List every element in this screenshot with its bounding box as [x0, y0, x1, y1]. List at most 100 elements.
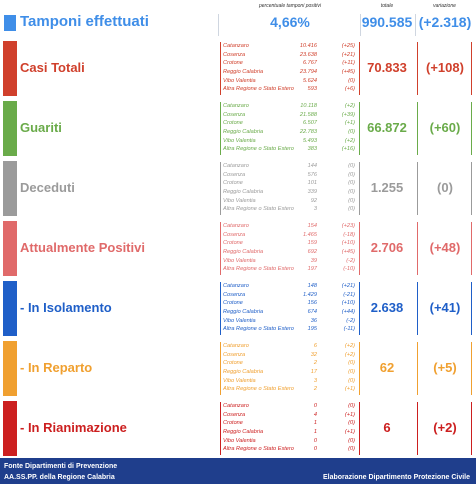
province-row: Cosenza 21.588 (+39): [221, 111, 359, 120]
province-variation: (+21): [341, 283, 355, 289]
province-value: 0: [313, 403, 317, 409]
province-row: Altra Regione o Stato Estero 3 (0): [221, 205, 359, 214]
province-name: Crotone: [223, 180, 243, 187]
section-totale: 66.872: [367, 120, 407, 135]
province-row: Crotone 101 (0): [221, 179, 359, 188]
variazione-value: (+2.318): [418, 14, 472, 30]
province-name: Catanzaro: [223, 283, 249, 289]
province-variation: (+2): [344, 137, 355, 144]
section-totale: 62: [379, 360, 395, 375]
province-value: 39: [310, 257, 317, 264]
section-totale: 1.255: [370, 180, 404, 195]
province-value: 148: [307, 283, 317, 289]
province-value: 5.624: [303, 77, 317, 84]
province-name: Reggio Calabria: [223, 369, 264, 376]
section-color-bar: [3, 401, 17, 456]
section-title: Attualmente Positivi: [20, 240, 145, 255]
section-totale: 6: [383, 420, 391, 435]
province-value: 593: [307, 86, 317, 93]
province-value: 195: [307, 326, 317, 333]
pct-value: 4,66%: [270, 14, 310, 30]
province-name: Vibo Valentia: [223, 317, 256, 324]
province-value: 3: [313, 206, 317, 213]
province-name: Crotone: [223, 300, 243, 307]
section: Attualmente Positivi Catanzaro 154 (+23) Cos…: [0, 220, 476, 276]
province-variation: (+11): [342, 60, 355, 67]
section-title: - In Rianimazione: [20, 420, 127, 435]
province-name: Reggio Calabria: [223, 429, 264, 436]
province-name: Crotone: [223, 60, 243, 67]
province-name: Altra Regione o Stato Estero: [223, 206, 294, 213]
province-row: Crotone 159 (+10): [221, 239, 359, 248]
province-variation: (+21): [341, 51, 355, 58]
province-variation: (+6): [344, 86, 355, 93]
province-row: Reggio Calabria 22.783 (0): [221, 128, 359, 137]
province-value: 156: [307, 300, 317, 307]
footer-source-line1: Fonte Dipartimenti di Prevenzione: [4, 463, 118, 470]
province-variation: (0): [348, 171, 355, 178]
province-variation: (-10): [343, 266, 355, 273]
province-value: 339: [307, 189, 317, 196]
section-totale: 70.833: [367, 60, 407, 75]
province-value: 0: [313, 437, 317, 444]
province-value: 1: [313, 429, 317, 436]
province-row: Reggio Calabria 674 (+44): [221, 308, 359, 317]
province-row: Cosenza 32 (+2): [221, 351, 359, 360]
province-row: Cosenza 576 (0): [221, 171, 359, 180]
province-list: Catanzaro 10.118 (+2) Cosenza 21.588 (+39) Cro…: [220, 102, 360, 155]
province-name: Cosenza: [223, 111, 246, 118]
province-variation: (0): [348, 369, 355, 376]
province-value: 1.465: [303, 231, 317, 238]
province-variation: (+10): [341, 240, 355, 247]
variazione-box: [417, 162, 472, 215]
province-variation: (0): [348, 360, 355, 367]
province-variation: (+1): [344, 411, 355, 418]
province-row: Catanzaro 10.416 (+25): [221, 42, 359, 51]
province-variation: (0): [348, 77, 355, 84]
province-name: Reggio Calabria: [223, 69, 264, 76]
province-row: Crotone 6.507 (+1): [221, 119, 359, 128]
province-name: Catanzaro: [223, 403, 249, 409]
province-variation: (+1): [344, 120, 355, 127]
section-variazione: (+108): [426, 60, 464, 75]
province-value: 36: [310, 317, 317, 324]
province-value: 2: [313, 386, 317, 393]
section-totale: 2.638: [370, 300, 404, 315]
province-name: Vibo Valentia: [223, 437, 256, 444]
section: - In Reparto Catanzaro 6 (+2) Cosenza 32 (+2) C…: [0, 340, 476, 396]
section-color-bar: [3, 101, 17, 156]
section: - In Isolamento Catanzaro 148 (+21) Cosenza 1…: [0, 280, 476, 336]
province-value: 197: [307, 266, 317, 273]
province-value: 674: [307, 309, 317, 316]
province-row: Altra Regione o Stato Estero 383 (+16): [221, 145, 359, 154]
province-value: 6.767: [303, 60, 317, 67]
province-variation: (0): [348, 377, 355, 384]
province-name: Catanzaro: [223, 43, 249, 49]
province-row: Catanzaro 6 (+2): [221, 342, 359, 351]
divider-left: [218, 14, 219, 36]
section-variazione: (0): [437, 180, 453, 195]
province-value: 692: [307, 249, 317, 256]
province-list: Catanzaro 154 (+23) Cosenza 1.465 (-18) Croton…: [220, 222, 360, 275]
province-value: 23.638: [299, 51, 317, 58]
section: Deceduti Catanzaro 144 (0) Cosenza 576 (0) Crot…: [0, 160, 476, 216]
province-row: Reggio Calabria 23.794 (+45): [221, 68, 359, 77]
province-variation: (-11): [343, 326, 355, 333]
province-name: Cosenza: [223, 291, 246, 298]
province-name: Catanzaro: [223, 343, 249, 349]
province-variation: (-18): [343, 231, 355, 238]
section-totale: 2.706: [370, 240, 404, 255]
province-variation: (+2): [344, 103, 355, 109]
province-value: 32: [310, 351, 317, 358]
province-value: 3: [313, 377, 317, 384]
province-value: 92: [310, 197, 317, 204]
province-variation: (+44): [341, 309, 355, 316]
variazione-box: [417, 342, 472, 395]
province-name: Crotone: [223, 420, 243, 427]
province-row: Crotone 2 (0): [221, 359, 359, 368]
province-value: 21.588: [299, 111, 317, 118]
province-row: Catanzaro 148 (+21): [221, 282, 359, 291]
province-row: Vibo Valentia 3 (0): [221, 377, 359, 386]
province-variation: (+1): [344, 386, 355, 393]
variazione-box: [417, 402, 472, 455]
